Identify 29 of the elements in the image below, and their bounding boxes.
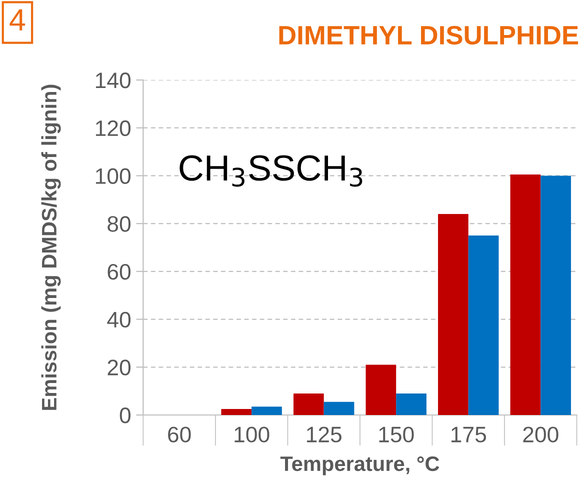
bar <box>252 406 282 415</box>
annotation: CH$_{3}$SSCH$_{3}$ <box>180 155 362 187</box>
x-tick-label: 100 <box>234 426 270 442</box>
y-tick-label: 60 <box>108 264 130 280</box>
text: 4 <box>10 9 26 30</box>
y-tick-label: 100 <box>96 168 130 184</box>
bar <box>438 214 468 415</box>
y-tick-label: 140 <box>96 72 130 88</box>
y-tick-label: 20 <box>108 360 130 376</box>
bar <box>510 174 541 415</box>
bar <box>324 402 354 415</box>
x-tick-label: 200 <box>523 426 558 442</box>
x-tick-label: 175 <box>452 426 486 442</box>
x-axis-title: Temperature, °C <box>280 456 440 476</box>
bar <box>396 393 426 415</box>
bar <box>468 236 499 415</box>
bar <box>540 176 571 415</box>
chart-title: DIMETHYL DISULPHIDE <box>279 26 578 45</box>
bar <box>366 364 396 415</box>
bar <box>221 409 252 415</box>
x-tick-label: 60 <box>168 426 191 442</box>
bar <box>293 393 324 415</box>
y-tick-label: 40 <box>107 312 130 328</box>
y-tick-label: 120 <box>96 120 130 136</box>
x-tick-label: 125 <box>306 426 342 442</box>
y-axis-title: Emission (mg DMDS/kg of lignin) <box>41 84 61 410</box>
y-tick-label: 0 <box>120 408 130 424</box>
y-tick-label: 80 <box>108 216 130 232</box>
x-tick-label: 150 <box>379 426 414 442</box>
